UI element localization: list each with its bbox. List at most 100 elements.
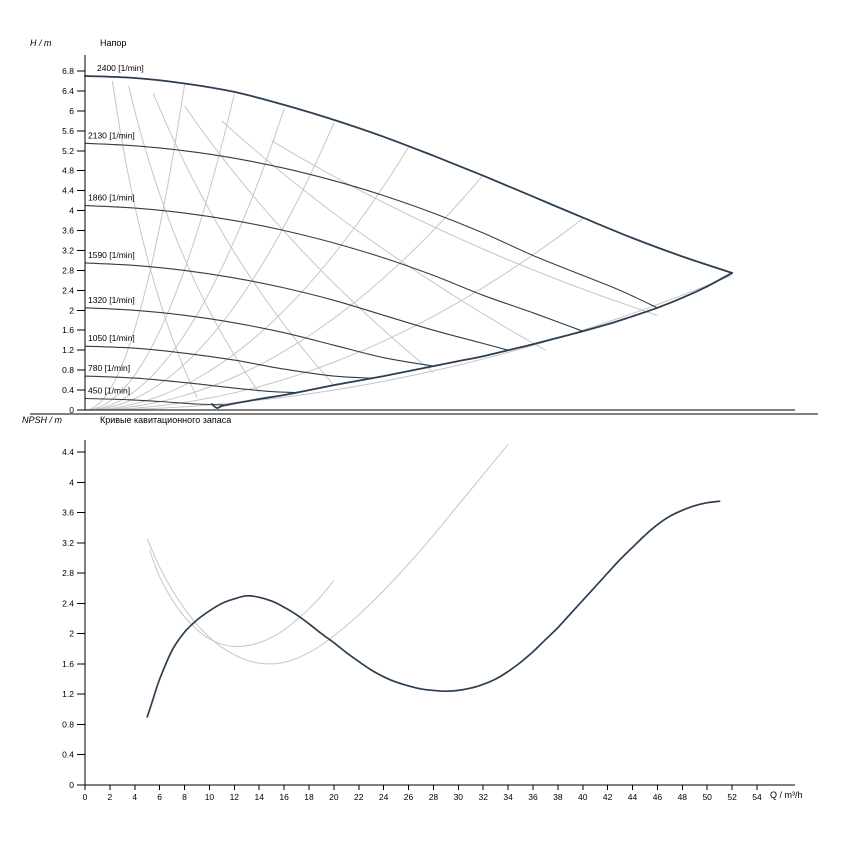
x-tick-label: 36 — [528, 792, 538, 802]
x-tick-label: 4 — [132, 792, 137, 802]
speed-curve-450 — [84, 397, 229, 406]
bottom-y-tick-label: 4 — [69, 477, 74, 487]
npsh-curve — [146, 500, 721, 718]
affinity-parabola — [84, 146, 409, 411]
speed-label-1320: 1320 [1/min] — [88, 295, 135, 305]
efficiency-curve — [128, 85, 260, 393]
bottom-y-tick-label: 2 — [69, 629, 74, 639]
speed-label-2130: 2130 [1/min] — [88, 130, 135, 140]
bottom-y-tick-label: 2.4 — [62, 598, 74, 608]
top-y-tick-label: 6.8 — [62, 66, 74, 76]
x-tick-label: 22 — [354, 792, 364, 802]
speed-label-1590: 1590 [1/min] — [88, 250, 135, 260]
speed-label-2400: 2400 [1/min] — [97, 63, 144, 73]
chart-curves-and-axes: 2400 [1/min] 2130 [1/min] 1860 [1/min] 1590… — [30, 55, 818, 802]
x-tick-label: 20 — [329, 792, 339, 802]
efficiency-curve — [111, 80, 198, 398]
x-tick-label: 0 — [83, 792, 88, 802]
x-tick-label: 26 — [404, 792, 414, 802]
x-tick-label: 2 — [108, 792, 113, 802]
speed-curve-1320 — [84, 307, 434, 367]
affinity-parabola — [84, 108, 285, 411]
top-y-tick-label: 4.8 — [62, 166, 74, 176]
affinity-parabola — [84, 84, 186, 411]
x-tick-label: 38 — [553, 792, 563, 802]
top-y-tick-label: 1.6 — [62, 325, 74, 335]
speed-curve-1590 — [84, 262, 509, 351]
affinity-parabola — [84, 274, 733, 411]
top-y-tick-label: 5.2 — [62, 146, 74, 156]
npsh-secondary-curves — [146, 444, 509, 665]
bottom-y-tick-label: 0.4 — [62, 750, 74, 760]
top-y-tick-label: 1.2 — [62, 345, 74, 355]
top-y-ticks: 0 0.4 0.8 1.2 1.6 2 2.4 2.8 3.2 3.6 4 4.4 4.8 5.2 5.6 6… — [62, 66, 85, 415]
speed-curves — [84, 142, 658, 406]
bottom-y-tick-label: 3.6 — [62, 508, 74, 518]
efficiency-curve — [152, 93, 335, 386]
top-y-axis-label: H / m — [30, 38, 52, 48]
bottom-y-tick-label: 0 — [69, 780, 74, 790]
top-y-tick-label: 2.4 — [62, 285, 74, 295]
efficiency-curve — [271, 140, 658, 316]
x-tick-label: 40 — [578, 792, 588, 802]
x-tick-label: 16 — [279, 792, 289, 802]
bottom-chart-title: Кривые кавитационного запаса — [100, 415, 231, 425]
x-tick-label: 48 — [678, 792, 688, 802]
affinity-parabola — [84, 174, 484, 411]
top-y-tick-label: 0.8 — [62, 365, 74, 375]
top-y-tick-label: 2 — [69, 305, 74, 315]
efficiency-curve — [221, 120, 546, 351]
speed-curve-labels: 2400 [1/min] 2130 [1/min] 1860 [1/min] 1590… — [88, 63, 144, 396]
operating-envelope — [84, 75, 733, 409]
top-y-tick-label: 0.4 — [62, 385, 74, 395]
top-y-tick-label: 3.2 — [62, 245, 74, 255]
axes — [30, 55, 818, 786]
speed-curve-1050 — [84, 345, 372, 379]
speed-label-450: 450 [1/min] — [88, 386, 130, 396]
bottom-y-tick-label: 4.4 — [62, 447, 74, 457]
x-tick-label: 50 — [702, 792, 712, 802]
bottom-y-tick-label: 2.8 — [62, 568, 74, 578]
bottom-y-tick-label: 1.6 — [62, 659, 74, 669]
bottom-y-tick-label: 0.8 — [62, 719, 74, 729]
envelope-lower-curve — [211, 272, 733, 409]
speed-label-780: 780 [1/min] — [88, 363, 130, 373]
speed-curve-780 — [84, 375, 298, 394]
x-tick-label: 28 — [429, 792, 439, 802]
envelope-top-curve-2400 — [84, 75, 733, 274]
top-y-tick-label: 3.6 — [62, 226, 74, 236]
x-tick-label: 12 — [230, 792, 240, 802]
x-tick-label: 46 — [653, 792, 663, 802]
top-y-tick-label: 4 — [69, 206, 74, 216]
speed-label-1050: 1050 [1/min] — [88, 333, 135, 343]
bottom-y-tick-label: 3.2 — [62, 538, 74, 548]
npsh-secondary-curve — [149, 550, 335, 648]
affinity-parabola — [84, 93, 235, 411]
top-y-tick-label: 5.6 — [62, 126, 74, 136]
x-tick-label: 30 — [454, 792, 464, 802]
x-tick-label: 42 — [603, 792, 613, 802]
x-tick-label: 8 — [182, 792, 187, 802]
speed-label-1860: 1860 [1/min] — [88, 193, 135, 203]
affinity-parabola — [84, 218, 584, 411]
bottom-y-axis-label: NPSH / m — [22, 415, 63, 425]
bottom-y-tick-label: 1.2 — [62, 689, 74, 699]
x-tick-label: 54 — [752, 792, 762, 802]
top-y-tick-label: 4.4 — [62, 186, 74, 196]
top-y-tick-label: 6 — [69, 106, 74, 116]
x-tick-label: 44 — [628, 792, 638, 802]
x-tick-label: 24 — [379, 792, 389, 802]
x-tick-label: 18 — [304, 792, 314, 802]
npsh-secondary-curve — [146, 444, 509, 665]
x-tick-label: 6 — [157, 792, 162, 802]
top-y-tick-label: 0 — [69, 405, 74, 415]
bottom-y-ticks: 0 0.4 0.8 1.2 1.6 2 2.4 2.8 3.2 3.6 4 4.4 — [62, 447, 85, 790]
speed-curve-1860 — [84, 205, 584, 332]
x-ticks: 0 2 4 6 8 10 12 14 16 18 20 22 24 26 28 30 32 34 36 38 40 42 4… — [83, 785, 762, 802]
x-axis-label: Q / m³/h — [770, 790, 803, 800]
chart-static-labels: H / m Напор NPSH / m Кривые кавитационно… — [22, 38, 803, 800]
top-secondary-curves — [84, 80, 733, 411]
efficiency-curve — [184, 105, 434, 373]
x-tick-label: 10 — [205, 792, 215, 802]
